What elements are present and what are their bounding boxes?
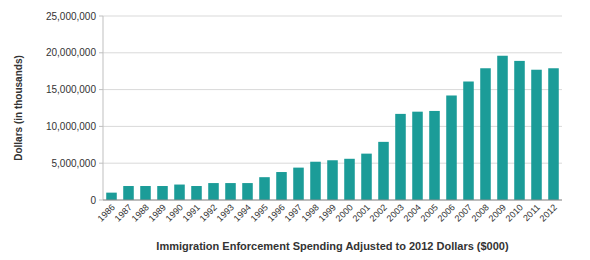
bar bbox=[548, 68, 559, 200]
x-tick-label: 1986 bbox=[96, 202, 117, 223]
bar bbox=[191, 186, 202, 200]
bar bbox=[174, 185, 185, 200]
bars bbox=[106, 56, 559, 200]
grid-line bbox=[103, 126, 562, 127]
x-tick-label: 2004 bbox=[402, 202, 423, 223]
x-tick-label: 2011 bbox=[521, 202, 542, 223]
grid-line bbox=[103, 200, 562, 201]
x-tick-label: 1996 bbox=[266, 202, 287, 223]
bar bbox=[514, 61, 525, 200]
y-tick bbox=[99, 89, 103, 90]
bar bbox=[446, 95, 457, 200]
bar bbox=[123, 186, 134, 200]
y-tick bbox=[99, 200, 103, 201]
bar bbox=[259, 177, 270, 200]
x-tick-label: 1987 bbox=[113, 202, 134, 223]
x-tick-label: 1990 bbox=[164, 202, 185, 223]
bar bbox=[140, 186, 151, 200]
y-tick bbox=[99, 126, 103, 127]
chart: 0 5,000,000 10,000,000 15,000,000 20,000,000… bbox=[0, 0, 590, 260]
x-axis-line bbox=[103, 200, 562, 201]
x-tick-label: 1997 bbox=[283, 202, 304, 223]
bar bbox=[395, 114, 406, 200]
bar bbox=[531, 70, 542, 200]
y-tick-label: 15,000,000 bbox=[46, 84, 96, 95]
y-tick-label: 5,000,000 bbox=[52, 158, 97, 169]
x-axis-title: Immigration Enforcement Spending Adjuste… bbox=[156, 240, 509, 252]
x-tick-label: 2010 bbox=[504, 202, 525, 223]
x-tick-label: 1992 bbox=[198, 202, 219, 223]
bar bbox=[157, 186, 168, 200]
x-tick-label: 2012 bbox=[538, 202, 559, 223]
x-tick-label: 2005 bbox=[419, 202, 440, 223]
bar bbox=[242, 183, 253, 200]
grid-line bbox=[103, 89, 562, 90]
x-tick-label: 2000 bbox=[334, 202, 355, 223]
x-tick-label: 1998 bbox=[300, 202, 321, 223]
bar bbox=[344, 159, 355, 200]
y-tick bbox=[99, 163, 103, 164]
bar bbox=[497, 56, 508, 200]
bar bbox=[429, 111, 440, 200]
y-tick-label: 0 bbox=[90, 195, 96, 206]
grid-line bbox=[103, 16, 562, 17]
x-tick-label: 1994 bbox=[232, 202, 253, 223]
bar bbox=[293, 168, 304, 200]
x-tick-label: 2001 bbox=[351, 202, 372, 223]
bar bbox=[310, 162, 321, 200]
x-tick-label: 1999 bbox=[317, 202, 338, 223]
bar bbox=[106, 193, 117, 200]
x-tick-label: 2009 bbox=[487, 202, 508, 223]
bar bbox=[480, 68, 491, 200]
x-tick-label: 1988 bbox=[130, 202, 151, 223]
x-tick-label: 1989 bbox=[147, 202, 168, 223]
x-tick-label: 2003 bbox=[385, 202, 406, 223]
x-tick-label: 1993 bbox=[215, 202, 236, 223]
bar bbox=[378, 142, 389, 200]
x-tick-label: 2007 bbox=[453, 202, 474, 223]
bar bbox=[225, 183, 236, 200]
page: {"chart_data": {"type": "bar", "x_label"… bbox=[0, 0, 590, 260]
y-tick-label: 25,000,000 bbox=[46, 11, 96, 22]
y-tick bbox=[99, 16, 103, 17]
bar bbox=[463, 82, 474, 200]
x-tick-label: 2002 bbox=[368, 202, 389, 223]
y-axis-line bbox=[103, 16, 104, 200]
bar bbox=[412, 112, 423, 200]
y-tick bbox=[99, 52, 103, 53]
bar bbox=[276, 172, 287, 200]
y-tick-label: 10,000,000 bbox=[46, 121, 96, 132]
x-tick-label: 2008 bbox=[470, 202, 491, 223]
y-axis-title: Dollars (in thousands) bbox=[13, 55, 24, 161]
bar bbox=[361, 154, 372, 200]
x-tick-label: 2006 bbox=[436, 202, 457, 223]
y-tick-label: 20,000,000 bbox=[46, 47, 96, 58]
x-tick-label: 1995 bbox=[249, 202, 270, 223]
bar bbox=[208, 183, 219, 200]
grid-line bbox=[103, 52, 562, 53]
bar bbox=[327, 160, 338, 200]
x-tick-label: 1991 bbox=[181, 202, 202, 223]
